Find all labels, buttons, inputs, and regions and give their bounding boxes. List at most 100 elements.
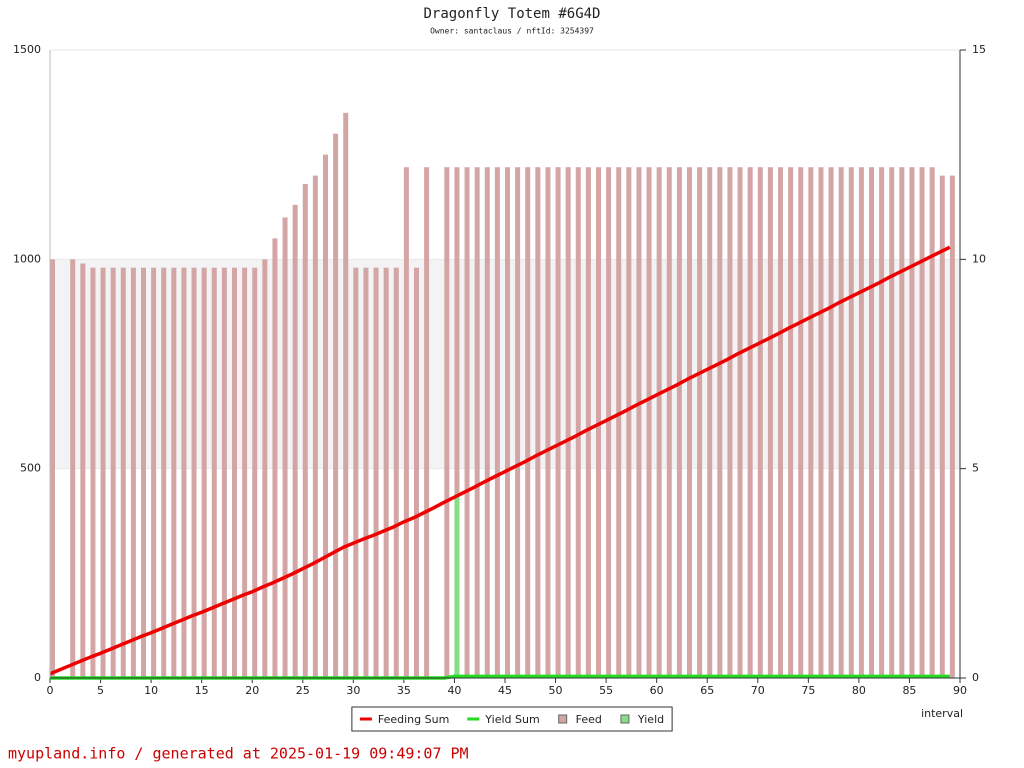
bar: [252, 267, 258, 678]
legend: Feeding Sum Yield Sum Feed Yield: [351, 706, 673, 732]
legend-label: Yield: [637, 713, 664, 726]
bar: [272, 238, 278, 678]
chart-subtitle: Owner: santaclaus / nftId: 3254397: [430, 27, 594, 36]
bar: [818, 167, 824, 678]
bar: [939, 175, 945, 678]
bar: [707, 167, 713, 678]
y2-tick-label: 10: [972, 252, 986, 265]
bar: [626, 167, 632, 678]
bar: [636, 167, 642, 678]
bar: [414, 267, 419, 678]
bar: [454, 493, 460, 678]
y2-tick-label: 0: [972, 671, 979, 684]
bar: [505, 167, 510, 678]
bar: [646, 167, 652, 678]
bar: [828, 167, 834, 678]
legend-swatch: [620, 714, 630, 724]
x-tick-label: 20: [245, 684, 259, 697]
bar: [130, 267, 136, 678]
x-tick-label: 60: [650, 684, 664, 697]
x-tick-label: 30: [346, 684, 360, 697]
x-tick-label: 90: [953, 684, 967, 697]
bar: [676, 167, 682, 678]
bar: [494, 167, 500, 678]
bar: [474, 167, 480, 678]
y-tick-label: 1500: [13, 43, 41, 56]
x-axis-label: interval: [921, 707, 963, 720]
bar: [889, 167, 895, 678]
bar: [788, 167, 794, 678]
bar: [575, 167, 581, 678]
y-tick-label: 500: [20, 462, 41, 475]
bar: [323, 154, 328, 678]
chart-title: Dragonfly Totem #6G4D: [423, 6, 600, 22]
y-tick-label: 1000: [13, 252, 41, 265]
bar: [70, 259, 76, 678]
bar: [555, 167, 561, 678]
bar: [373, 267, 379, 678]
bar: [697, 167, 703, 678]
y2-tick-label: 15: [972, 43, 986, 56]
bar: [302, 183, 308, 678]
x-tick-label: 15: [195, 684, 209, 697]
bar: [80, 263, 86, 678]
bar: [110, 267, 116, 678]
bar: [181, 267, 187, 678]
x-tick-label: 80: [852, 684, 866, 697]
bar: [515, 167, 521, 678]
bar: [141, 267, 146, 678]
bar: [858, 167, 864, 678]
bar: [565, 167, 571, 678]
y2-tick-label: 5: [972, 462, 979, 475]
bar: [363, 267, 369, 678]
bar: [464, 167, 470, 678]
x-tick-label: 5: [97, 684, 104, 697]
bar: [383, 267, 389, 678]
x-tick-label: 35: [397, 684, 411, 697]
x-tick-label: 75: [801, 684, 815, 697]
bar: [312, 175, 318, 678]
bar: [949, 175, 955, 678]
bar: [393, 267, 399, 678]
x-tick-label: 85: [902, 684, 916, 697]
bar: [727, 167, 733, 678]
bar: [333, 133, 339, 678]
bar: [100, 267, 106, 678]
x-tick-label: 45: [498, 684, 512, 697]
bar: [525, 167, 531, 678]
bar: [161, 267, 167, 678]
footer: myupland.info / generated at 2025-01-19 …: [8, 745, 469, 763]
bar: [545, 167, 551, 678]
bar: [444, 167, 450, 678]
bar: [242, 267, 248, 678]
legend-swatch: [558, 714, 568, 724]
bar: [606, 167, 612, 678]
bar: [221, 267, 227, 678]
bar: [201, 267, 207, 678]
x-tick-label: 40: [447, 684, 461, 697]
line: [49, 245, 951, 676]
bar: [767, 167, 773, 678]
bar: [90, 267, 96, 678]
legend-label: Yield Sum: [484, 713, 539, 726]
plot-area: 0 500 1000 1500 0 5 10 15 0 5 10 15 20 25 30 35 40 45 50 55…: [13, 43, 986, 697]
bar: [120, 267, 126, 678]
bar: [585, 167, 591, 678]
bar: [919, 167, 925, 678]
bar: [869, 167, 874, 678]
x-tick-label: 55: [599, 684, 613, 697]
x-tick-label: 65: [700, 684, 714, 697]
bar: [151, 267, 157, 678]
bar: [484, 167, 490, 678]
bar: [808, 167, 814, 678]
bar: [282, 217, 288, 678]
bar: [666, 167, 672, 678]
bar: [616, 167, 622, 678]
legend-label: Feeding Sum: [378, 713, 449, 726]
x-tick-label: 10: [144, 684, 158, 697]
bar: [717, 167, 723, 678]
bar: [899, 167, 905, 678]
bar: [535, 167, 541, 678]
bar: [353, 267, 359, 678]
